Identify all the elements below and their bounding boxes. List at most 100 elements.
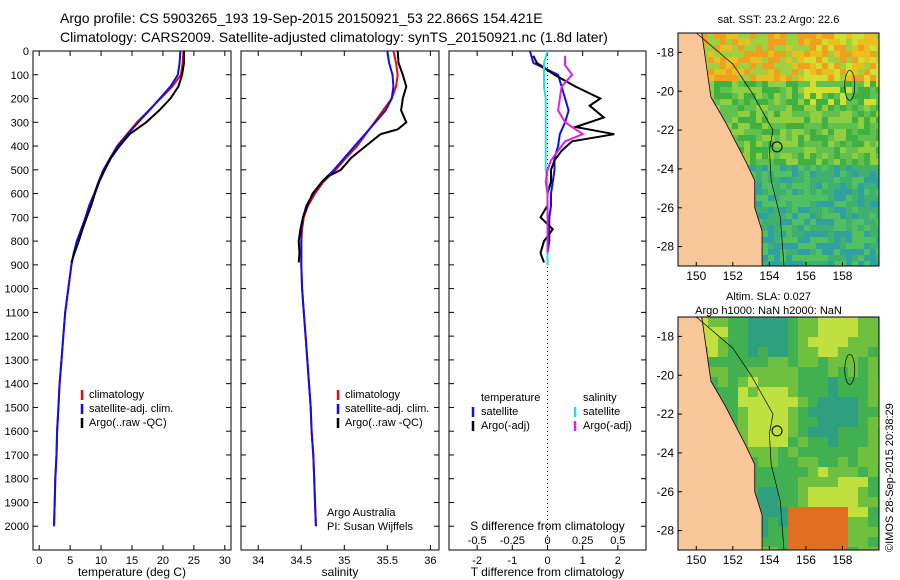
map-cell bbox=[804, 57, 811, 64]
map-cell bbox=[828, 105, 835, 112]
map-cell bbox=[834, 45, 841, 52]
map-cell bbox=[774, 63, 781, 70]
map-cell bbox=[750, 171, 757, 178]
map-cell bbox=[870, 63, 877, 70]
map-cell bbox=[768, 141, 775, 148]
land bbox=[678, 317, 763, 550]
map-cell bbox=[858, 377, 869, 388]
map-cell bbox=[762, 129, 769, 136]
x-tick-label: 1 bbox=[580, 555, 586, 567]
map-cell bbox=[738, 141, 745, 148]
map-cell bbox=[834, 213, 841, 220]
map-cell bbox=[828, 123, 835, 130]
map-cell bbox=[774, 249, 781, 256]
map-cell bbox=[778, 547, 789, 550]
map-cell bbox=[768, 397, 779, 408]
map-cell bbox=[774, 105, 781, 112]
map-cell bbox=[786, 99, 793, 106]
map-cell bbox=[828, 547, 839, 550]
map-cell bbox=[818, 327, 829, 338]
map-cell bbox=[864, 231, 871, 238]
map-cell bbox=[788, 367, 799, 378]
map-cell bbox=[876, 45, 879, 52]
map-cell bbox=[804, 237, 811, 244]
map-cell bbox=[818, 517, 829, 528]
map-x-tick-label: 158 bbox=[832, 269, 852, 283]
map-cell bbox=[732, 123, 739, 130]
map-cell bbox=[798, 75, 805, 82]
map-cell bbox=[852, 99, 859, 106]
map-cell bbox=[748, 397, 759, 408]
map-cell bbox=[750, 153, 757, 160]
map-cell bbox=[858, 189, 865, 196]
map-cell bbox=[744, 141, 751, 148]
map-cell bbox=[870, 225, 877, 232]
map-cell bbox=[876, 159, 879, 166]
map-cell bbox=[798, 337, 809, 348]
map-cell bbox=[744, 51, 751, 58]
map-cell bbox=[810, 51, 817, 58]
map-cell bbox=[876, 81, 879, 88]
map-cell bbox=[792, 147, 799, 154]
map-cell bbox=[720, 99, 727, 106]
map-cell bbox=[738, 337, 749, 348]
map-cell bbox=[768, 477, 779, 488]
map-cell bbox=[828, 39, 835, 46]
x-tick-label: 36 bbox=[424, 555, 436, 567]
map-cell bbox=[840, 207, 847, 214]
map-cell bbox=[840, 165, 847, 172]
map-cell bbox=[798, 437, 809, 448]
map-cell bbox=[756, 75, 763, 82]
map-cell bbox=[870, 117, 877, 124]
map-cell bbox=[822, 75, 829, 82]
map-cell bbox=[848, 537, 859, 548]
map-cell bbox=[852, 261, 859, 266]
map-cell bbox=[858, 165, 865, 172]
map-cell bbox=[876, 57, 879, 64]
map-cell bbox=[810, 171, 817, 178]
map-cell bbox=[834, 255, 841, 262]
legend-label: climatology bbox=[345, 389, 401, 401]
map-cell bbox=[726, 63, 733, 70]
map-cell bbox=[868, 407, 879, 418]
map-cell bbox=[732, 129, 739, 136]
map-cell bbox=[858, 327, 869, 338]
map-cell bbox=[822, 57, 829, 64]
map-cell bbox=[768, 517, 779, 528]
map-cell bbox=[792, 207, 799, 214]
map-cell bbox=[744, 159, 751, 166]
map-cell bbox=[818, 347, 829, 358]
map-cell bbox=[798, 457, 809, 468]
map-cell bbox=[778, 447, 789, 458]
map-cell bbox=[738, 39, 745, 46]
map-cell bbox=[798, 111, 805, 118]
map-cell bbox=[822, 93, 829, 100]
map-cell bbox=[744, 135, 751, 142]
map-cell bbox=[848, 507, 859, 518]
map-cell bbox=[816, 75, 823, 82]
map-cell bbox=[864, 75, 871, 82]
map-cell bbox=[750, 57, 757, 64]
map-cell bbox=[848, 457, 859, 468]
legend-label: satellite bbox=[583, 406, 620, 418]
map-cell bbox=[762, 33, 769, 40]
map-cell bbox=[774, 51, 781, 58]
map-cell bbox=[840, 249, 847, 256]
map-cell bbox=[720, 69, 727, 76]
map-cell bbox=[774, 189, 781, 196]
map-cell bbox=[828, 129, 835, 136]
map-cell bbox=[810, 33, 817, 40]
map-cell bbox=[864, 123, 871, 130]
map-cell bbox=[876, 177, 879, 184]
y-tick-label: 1800 bbox=[5, 474, 29, 486]
map-cell bbox=[876, 39, 879, 46]
map-cell bbox=[848, 437, 859, 448]
map-cell bbox=[778, 507, 789, 518]
map-cell bbox=[810, 69, 817, 76]
x-axis-label: salinity bbox=[322, 565, 359, 579]
map-cell bbox=[798, 417, 809, 428]
map-cell bbox=[718, 387, 729, 398]
map-cell bbox=[828, 249, 835, 256]
map-cell bbox=[780, 231, 787, 238]
map-cell bbox=[858, 93, 865, 100]
